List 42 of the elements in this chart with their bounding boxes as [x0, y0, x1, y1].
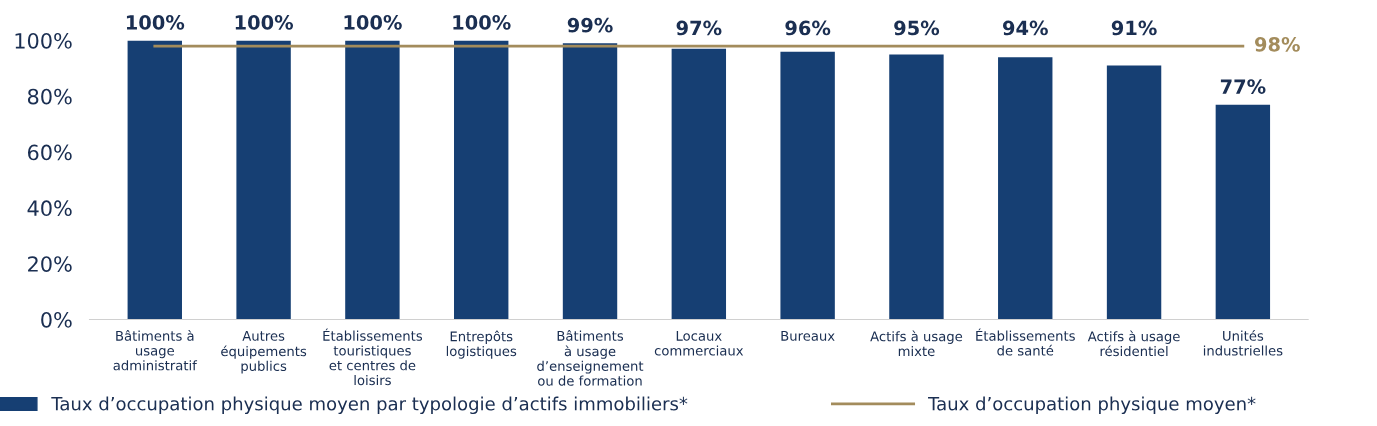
x-tick-label: Autres équipements publics [221, 331, 307, 374]
data-label: 96% [785, 20, 831, 36]
bar [1215, 104, 1271, 320]
legend-label: Taux d’occupation physique moyen par typologie d’actifs immobiliers* [51, 396, 688, 415]
y-tick-label: 0% [41, 311, 72, 328]
data-label: 100% [126, 15, 185, 30]
data-label: 95% [894, 20, 940, 36]
data-label: 100% [235, 15, 294, 30]
legend-label: Taux d’occupation physique moyen* [928, 396, 1256, 415]
data-label: 97% [676, 20, 722, 36]
bar [998, 57, 1053, 320]
x-tick-label: Locaux commerciaux [654, 331, 744, 356]
data-label: 100% [344, 15, 402, 30]
x-tick-label: Actifs à usage mixte [870, 330, 963, 357]
data-label: 99% [567, 17, 613, 33]
y-tick-label: 100% [15, 32, 72, 49]
x-tick-label: Unités industrielles [1203, 330, 1283, 356]
x-tick-label: Entrepôts logistiques [446, 330, 517, 359]
bar [780, 51, 835, 320]
data-label: 94% [1002, 20, 1048, 36]
data-label: 98% [1254, 36, 1300, 52]
bar [236, 40, 291, 320]
bar [889, 54, 944, 320]
x-tick-label: Bâtiments à usage d’enseignement ou de formation [537, 330, 644, 386]
data-label: 77% [1220, 79, 1266, 94]
y-tick-label: 20% [28, 256, 72, 272]
bar [345, 40, 400, 320]
bar [671, 48, 727, 320]
x-tick-label: Bureaux [781, 331, 835, 341]
bar [127, 40, 182, 320]
y-tick-label: 80% [27, 88, 72, 105]
x-tick-label: Établissements de santé [976, 328, 1075, 356]
bar [454, 40, 509, 320]
x-tick-label: Actifs à usage résidentiel [1087, 330, 1180, 357]
x-tick-label: Bâtiments à usage administratif [113, 330, 198, 371]
x-tick-label: Établissements touristiques et centres de loisirs [323, 328, 423, 386]
data-label: 100% [453, 15, 511, 30]
bar [1106, 65, 1162, 320]
y-tick-label: 60% [27, 144, 72, 161]
y-tick-label: 40% [27, 200, 72, 217]
data-label: 91% [1111, 20, 1157, 36]
bar [562, 43, 618, 320]
